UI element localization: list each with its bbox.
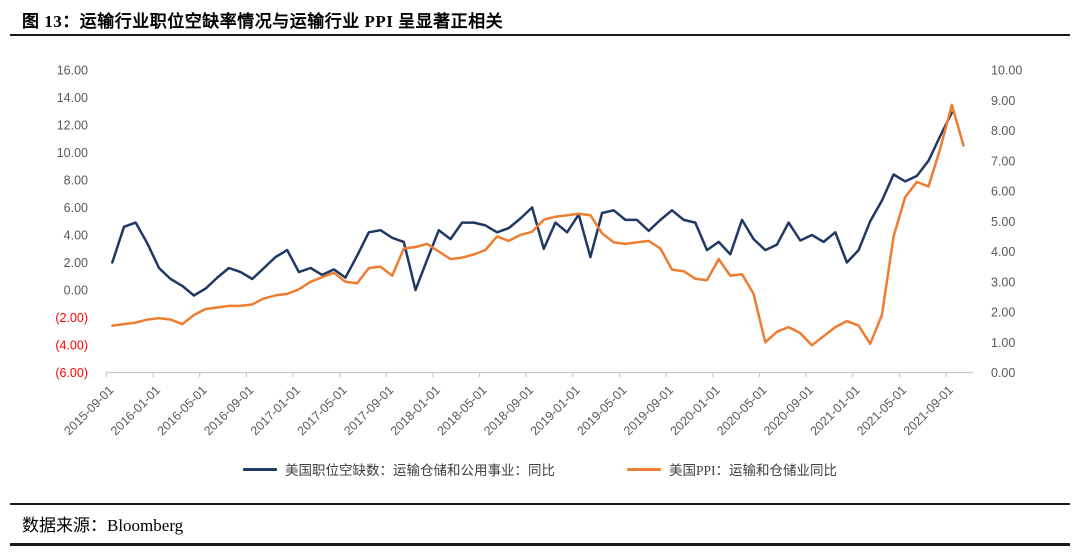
legend-item-ppi: 美国PPI：运输和仓储业同比 (626, 459, 837, 479)
y-axis-right-label: 1.00 (991, 336, 1015, 350)
y-axis-left-label: 16.00 (57, 64, 88, 78)
x-axis: 2015-09-012016-01-012016-05-012016-09-01… (61, 371, 973, 438)
figure-title: 图 13：运输行业职位空缺率情况与运输行业 PPI 呈显著正相关 (22, 12, 504, 31)
x-axis-label: 2021-09-01 (901, 383, 956, 438)
job-openings-line-swatch (242, 467, 277, 471)
y-axis-right-label: 5.00 (991, 215, 1015, 229)
y-axis-right-label: 3.00 (991, 275, 1015, 289)
chart-legend: 美国职位空缺数：运输仓储和公用事业：同比 美国PPI：运输和仓储业同比 (0, 459, 1080, 479)
legend-label-ppi: 美国PPI：运输和仓储业同比 (668, 463, 837, 478)
y-axis-right-label: 6.00 (991, 185, 1015, 199)
y-axis-right-label: 9.00 (991, 94, 1015, 108)
data-source-label: 数据来源：Bloomberg (22, 516, 184, 535)
y-axis-left-label: (6.00) (55, 366, 88, 380)
y-axis-left-label: 14.00 (57, 91, 88, 105)
y-axis-left-label: 10.00 (57, 146, 88, 160)
legend-label-job-openings: 美国职位空缺数：运输仓储和公用事业：同比 (284, 463, 555, 478)
y-axis-right-label: 4.00 (991, 245, 1015, 259)
y-axis-left-label: 4.00 (64, 229, 88, 243)
y-axis-left-label: 8.00 (64, 174, 88, 188)
y-axis-right-label: 0.00 (991, 366, 1015, 380)
y-axis-left-label: (2.00) (55, 311, 88, 325)
y-axis-right-label: 7.00 (991, 154, 1015, 168)
y-axis-left-label: 0.00 (64, 284, 88, 298)
y-axis-left-label: 6.00 (64, 201, 88, 215)
y-axis-left-label: 12.00 (57, 119, 88, 133)
legend-item-job-openings: 美国职位空缺数：运输仓储和公用事业：同比 (242, 459, 555, 479)
y-axis-right: 10.00 9.00 8.00 7.00 6.00 5.00 4.00 3.00 2.00 1.0… (991, 64, 1022, 381)
y-axis-right-label: 8.00 (991, 124, 1015, 138)
source-divider-bottom (10, 543, 1070, 546)
y-axis-right-label: 2.00 (991, 306, 1015, 320)
job-openings-line (111, 111, 954, 297)
y-axis-left: 16.00 14.00 12.00 10.00 8.00 6.00 4.00 2.00 0.00… (55, 64, 88, 381)
y-axis-left-label: (4.00) (55, 339, 88, 353)
y-axis-left-label: 2.00 (64, 256, 88, 270)
y-axis-right-label: 10.00 (991, 64, 1022, 78)
ppi-line (111, 103, 965, 347)
source-divider-top (10, 503, 1070, 505)
ppi-line-swatch (626, 467, 661, 471)
title-divider (10, 34, 1070, 36)
